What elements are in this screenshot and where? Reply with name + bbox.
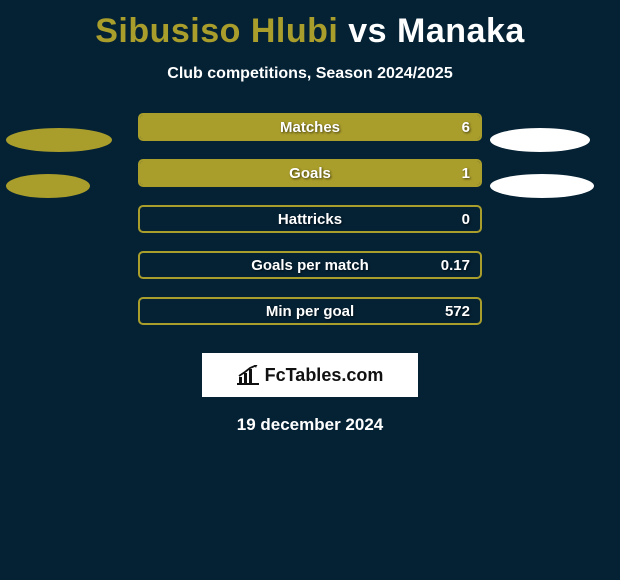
stat-value: 0.17	[441, 257, 470, 274]
stat-row: Goals 1	[138, 159, 482, 187]
stat-value: 0	[462, 211, 470, 228]
stat-label: Matches	[280, 119, 340, 136]
brand-box[interactable]: FcTables.com	[202, 353, 418, 397]
brand-text: FcTables.com	[265, 365, 384, 386]
stat-value: 6	[462, 119, 470, 136]
chart-icon	[237, 365, 259, 385]
decorative-ellipse	[6, 128, 112, 152]
title-left: Sibusiso Hlubi	[95, 12, 338, 50]
title-right: Manaka	[397, 12, 525, 50]
title-vs: vs	[338, 12, 397, 50]
date-text: 19 december 2024	[0, 415, 620, 435]
decorative-ellipse	[490, 174, 594, 198]
stat-label: Min per goal	[266, 303, 354, 320]
stat-row: Matches 6	[138, 113, 482, 141]
stat-label: Goals	[289, 165, 331, 182]
subtitle: Club competitions, Season 2024/2025	[0, 65, 620, 83]
stat-value: 572	[445, 303, 470, 320]
stat-row: Goals per match 0.17	[138, 251, 482, 279]
decorative-ellipse	[490, 128, 590, 152]
stat-row: Min per goal 572	[138, 297, 482, 325]
page-title: Sibusiso Hlubi vs Manaka	[0, 0, 620, 51]
stat-label: Hattricks	[278, 211, 342, 228]
stat-value: 1	[462, 165, 470, 182]
decorative-ellipse	[6, 174, 90, 198]
stat-label: Goals per match	[251, 257, 369, 274]
stat-row: Hattricks 0	[138, 205, 482, 233]
